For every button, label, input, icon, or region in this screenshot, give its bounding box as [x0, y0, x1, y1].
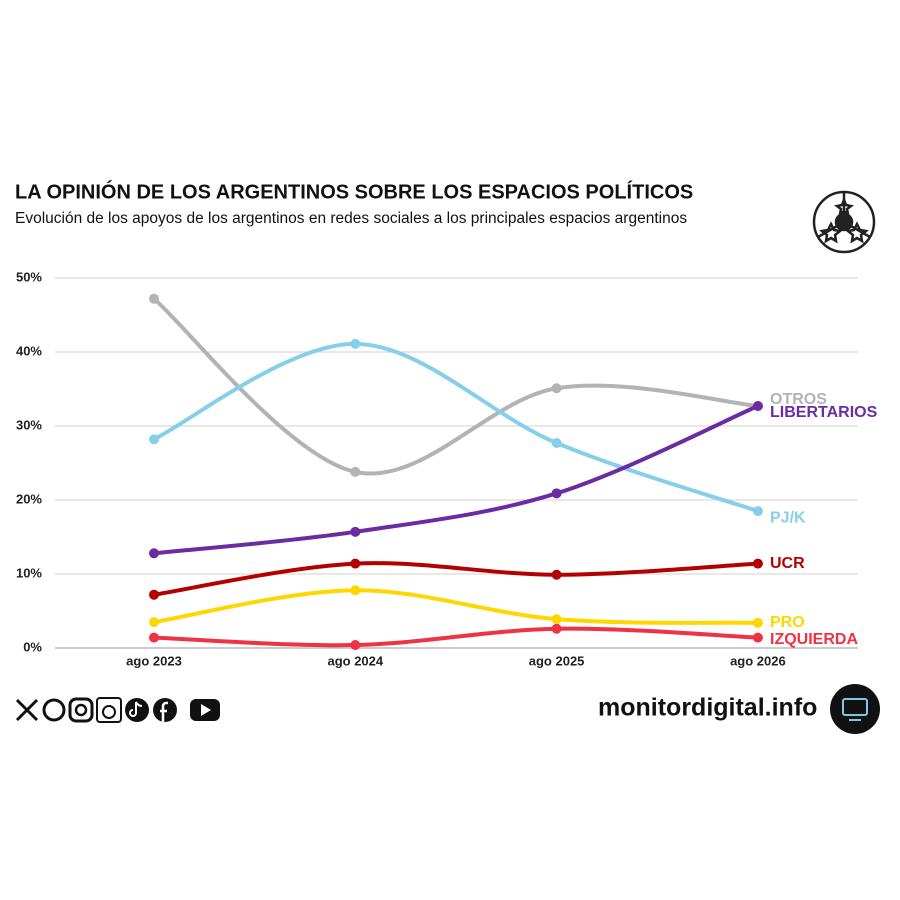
- data-point: [149, 589, 159, 600]
- series-label: PRO: [770, 614, 805, 631]
- data-point: [752, 506, 763, 517]
- data-point: [149, 617, 159, 628]
- series-label: OTROS: [770, 391, 827, 408]
- source: monitordigital.info: [598, 694, 817, 722]
- data-point: [551, 438, 562, 449]
- data-point: [752, 401, 763, 412]
- data-point: [350, 466, 361, 477]
- data-point: [551, 623, 562, 634]
- logo: [812, 190, 876, 254]
- series-line: [152, 341, 760, 514]
- y-tick-label: 0%: [23, 639, 42, 654]
- series-line: [152, 588, 760, 625]
- chart-title: LA OPINIÓN DE LOS ARGENTINOS SOBRE LOS E…: [15, 179, 693, 203]
- data-point: [149, 293, 159, 304]
- data-point: [752, 632, 763, 643]
- series-line: [152, 626, 760, 648]
- data-point: [551, 614, 562, 625]
- data-point: [752, 558, 763, 569]
- y-tick-label: 10%: [16, 565, 42, 580]
- chart-subtitle: Evolución de los apoyos de los argentino…: [15, 210, 687, 227]
- series-label: IZQUIERDA: [770, 631, 858, 648]
- data-point: [149, 548, 159, 559]
- y-tick-label: 30%: [16, 417, 42, 432]
- x-tick-label: ago 2025: [529, 653, 585, 668]
- social-icons: [15, 697, 220, 723]
- data-point: [350, 338, 361, 349]
- data-point: [149, 632, 159, 643]
- series-line: [152, 561, 760, 597]
- data-point: [350, 558, 361, 569]
- source-icon: [830, 684, 880, 734]
- series-label: LIBERTARIOS: [770, 404, 878, 421]
- y-tick-label: 50%: [16, 269, 42, 284]
- series-line: [152, 296, 760, 476]
- series-label: PJ/K: [770, 509, 806, 526]
- data-point: [752, 617, 763, 628]
- x-tick-label: ago 2026: [730, 653, 786, 668]
- y-tick-label: 20%: [16, 491, 42, 506]
- data-point: [551, 383, 562, 394]
- data-point: [551, 569, 562, 580]
- data-point: [149, 434, 159, 445]
- series-line: [152, 404, 760, 556]
- data-point: [350, 585, 361, 596]
- x-tick-label: ago 2023: [126, 653, 182, 668]
- y-tick-label: 40%: [16, 343, 42, 358]
- data-point: [350, 526, 361, 537]
- data-point: [551, 488, 562, 499]
- data-point: [350, 640, 361, 651]
- x-tick-label: ago 2024: [327, 653, 383, 668]
- series-label: UCR: [770, 555, 805, 572]
